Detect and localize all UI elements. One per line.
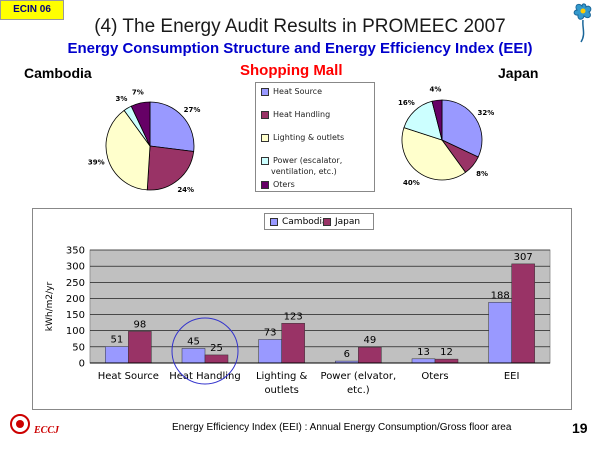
legend-swatch [261,180,269,189]
facility-label: Shopping Mall [240,62,343,79]
pie-slice [149,101,195,152]
bar-value-label: 73 [264,327,277,338]
bar [281,323,305,364]
legend-item: Cambodia [270,217,328,227]
pie-chart-japan: 32% 8% 40% 16% 4% [398,85,495,187]
legend-swatch [261,133,269,142]
legend-item: Japan [323,217,360,227]
pie-legend-item: Lighting & outlets [261,133,344,142]
x-tick-label: EEI [504,371,520,382]
legend-swatch [270,217,278,226]
eccj-logo-text: ECCJ [34,425,60,436]
x-tick-label: outlets [264,385,298,396]
country-label-japan: Japan [498,65,539,81]
pie-legend-item: Oters [261,180,295,189]
footer-note: Energy Efficiency Index (EEI) : Annual E… [172,422,512,433]
bar-chart: 0 50 100 150 200 250 300 350 kWh/m2/yr 51 98 Heat S… [45,246,551,396]
y-tick-label: 300 [66,262,85,273]
pie-legend-item: Heat Handling [261,110,330,119]
y-tick-label: 150 [66,310,85,321]
y-tick-label: 350 [66,246,85,257]
bar [358,346,382,364]
pie-value-label: 7% [132,88,144,96]
x-tick-label: Heat Source [98,371,159,382]
bar-value-label: 13 [417,347,430,358]
pie-value-label: 16% [398,99,415,107]
pie-value-label: 27% [184,106,201,114]
slide-subtitle: Energy Consumption Structure and Energy … [67,40,533,57]
pie-value-label: 32% [478,109,495,117]
pie-value-label: 39% [88,159,105,167]
pie-slice [146,145,195,191]
bar [511,263,535,364]
pie-value-label: 4% [430,85,442,93]
legend-label: ventilation, etc.) [271,167,337,176]
y-tick-label: 200 [66,294,85,305]
plot-area [89,249,551,364]
legend-label: Power (escalator, [273,156,343,165]
bar [488,302,512,364]
pie-slice [441,99,483,158]
legend-swatch [261,110,269,119]
bar-value-label: 12 [440,347,453,358]
pie-slice [130,101,151,147]
bar-value-label: 45 [187,336,200,347]
pie-chart-cambodia: 27% 24% 39% 3% 7% [88,88,201,194]
pie-legend-item: Power (escalator, [261,156,342,165]
pie-value-label: 3% [116,95,128,103]
bar [181,348,206,364]
slide-title: (4) The Energy Audit Results in PROMEEC … [94,16,506,37]
bar-legend: Cambodia Japan [264,213,374,230]
pie-legend: Heat Source Heat Handling Lighting & out… [255,82,375,192]
bar-value-label: 188 [491,290,510,301]
bar [258,339,282,364]
legend-label: Heat Handling [273,110,331,119]
x-tick-label: Heat Handling [169,371,240,382]
pie-slice [431,99,443,141]
pie-value-label: 24% [177,186,194,194]
pie-legend-item: Heat Source [261,87,322,96]
legend-swatch [261,156,269,165]
legend-label: Cambodia [282,217,328,227]
y-tick-label: 0 [79,359,85,370]
bar-value-label: 6 [344,349,350,360]
y-tick-label: 50 [72,342,85,353]
bar [411,358,436,364]
y-axis-label: kWh/m2/yr [45,282,55,332]
country-label-cambodia: Cambodia [24,65,92,81]
y-tick-label: 250 [66,278,85,289]
legend-label: Oters [273,180,295,189]
bar-value-label: 25 [210,343,223,354]
x-tick-label: Lighting & [256,371,308,382]
legend-swatch [261,87,269,96]
x-tick-label: Power (elvator, [321,371,397,382]
legend-label: Lighting & outlets [273,133,345,142]
slide-tag: ECIN 06 [0,0,64,20]
y-tick-label: 100 [66,326,85,337]
legend-label: Japan [335,217,361,227]
bar-value-label: 123 [284,311,303,322]
page-number: 19 [572,420,588,436]
bar-value-label: 307 [514,252,533,263]
eccj-logo-icon [10,414,30,434]
bar-value-label: 49 [363,335,376,346]
bar [434,358,459,364]
pie-slice [401,127,467,181]
pie-legend-item-cont: ventilation, etc.) [271,167,337,176]
highlight-circle [171,317,239,385]
pie-value-label: 40% [403,179,420,187]
pie-value-label: 8% [476,170,488,178]
bar [204,354,229,364]
bar-value-label: 51 [110,335,123,346]
bar [105,346,129,364]
bar-value-label: 98 [133,319,146,330]
pie-slice [105,109,151,191]
legend-swatch [323,217,331,226]
legend-label: Heat Source [273,87,322,96]
x-tick-label: etc.) [347,385,370,396]
x-tick-label: Oters [421,371,448,382]
flower-logo-icon [573,3,592,43]
bar [128,331,152,364]
